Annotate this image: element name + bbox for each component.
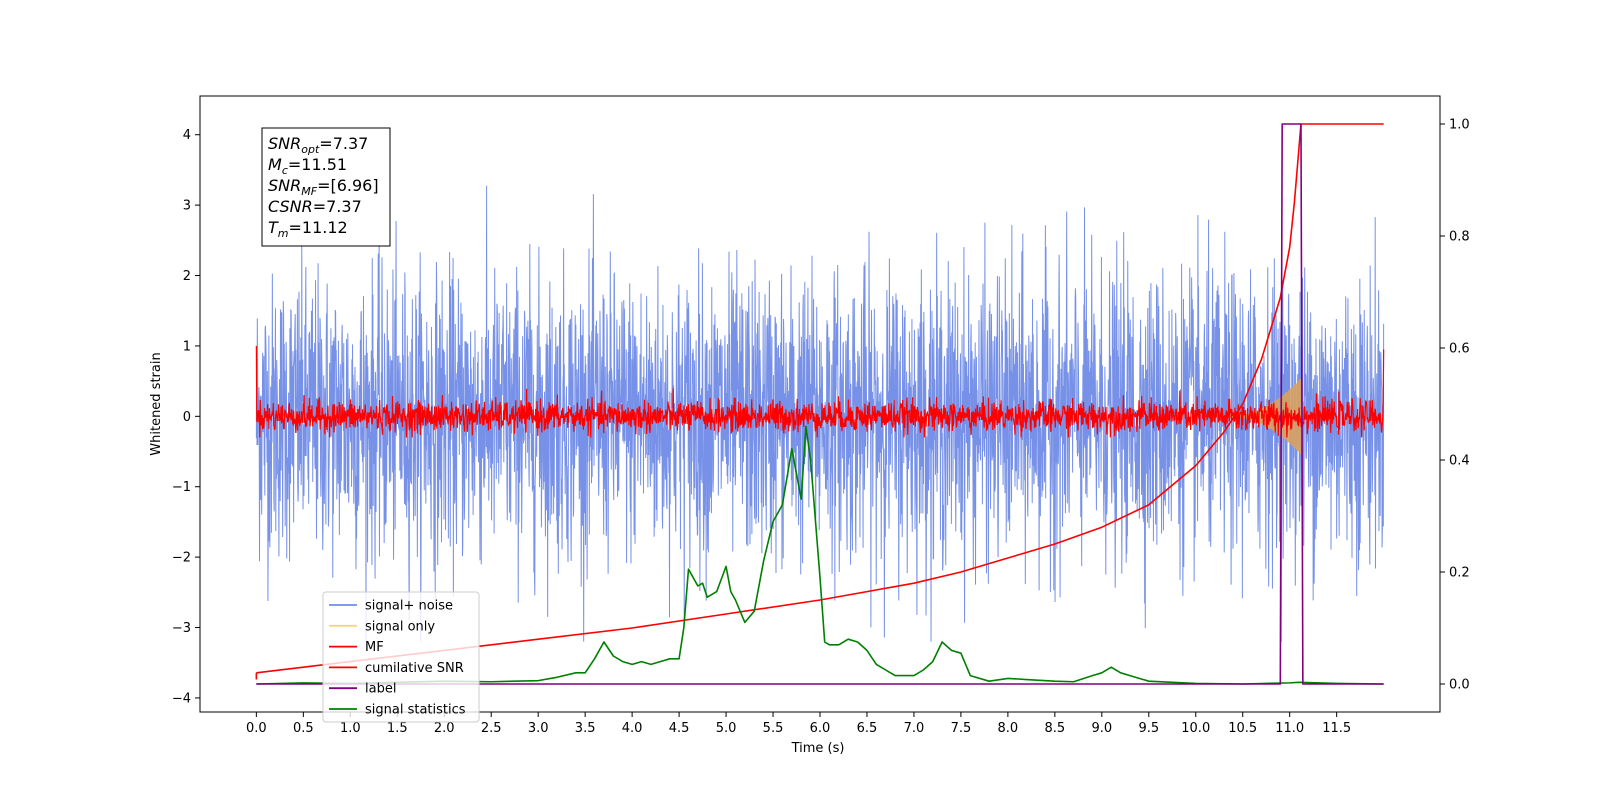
x-tick-label: 10.0 <box>1181 721 1210 736</box>
y-tick-label: 3 <box>183 199 191 214</box>
legend-label: signal only <box>365 619 435 634</box>
series-signal-noise <box>255 185 1385 642</box>
series-signal-statistics <box>256 425 1384 685</box>
y-tick-label: −1 <box>172 480 191 495</box>
y-tick-label: 1 <box>183 339 191 354</box>
y2-tick-label: 0.6 <box>1449 342 1470 357</box>
x-tick-label: 0.5 <box>293 721 314 736</box>
y-axis-right: 0.0 0.2 0.4 0.6 0.8 1.0 <box>1440 118 1470 693</box>
legend-label: MF <box>365 640 384 655</box>
x-tick-label: 11.0 <box>1275 721 1304 736</box>
annotation-box: SNRopt=7.37Mc=11.51SNRMF=[6.96]CSNR=7.37… <box>261 127 391 247</box>
x-tick-label: 5.0 <box>716 721 737 736</box>
x-tick-label: 1.5 <box>387 721 408 736</box>
y-tick-label: −3 <box>172 621 191 636</box>
x-axis-label: Time (s) <box>791 741 845 756</box>
x-tick-label: 4.5 <box>669 721 690 736</box>
annotation-line: CSNR=7.37 <box>268 197 362 216</box>
x-tick-label: 7.0 <box>904 721 925 736</box>
y-tick-label: −4 <box>172 691 191 706</box>
y2-tick-label: 0.2 <box>1449 566 1470 581</box>
annotation-line: SNRopt=7.37 <box>268 134 368 156</box>
legend-label: signal statistics <box>365 703 466 718</box>
x-tick-label: 7.5 <box>951 721 972 736</box>
x-tick-label: 9.5 <box>1138 721 1159 736</box>
x-tick-label: 8.0 <box>998 721 1019 736</box>
x-tick-label: 3.0 <box>528 721 549 736</box>
x-tick-label: 6.0 <box>810 721 831 736</box>
y-tick-label: 4 <box>183 128 191 143</box>
x-tick-label: 3.5 <box>575 721 596 736</box>
x-tick-label: 10.5 <box>1228 721 1257 736</box>
annotation-line: Tm=11.12 <box>268 218 348 240</box>
y-tick-label: 2 <box>183 269 191 284</box>
legend: signal+ noise signal only MF cumilative SNR… <box>322 591 480 723</box>
series-cumulative-snr <box>256 123 1384 674</box>
y-axis-label: Whitened strain <box>149 352 164 455</box>
annotation-frame <box>261 127 391 247</box>
x-tick-label: 6.5 <box>857 721 878 736</box>
annotation-line: Mc=11.51 <box>268 155 347 177</box>
x-tick-label: 5.5 <box>763 721 784 736</box>
legend-label: label <box>365 682 396 697</box>
legend-frame <box>322 591 480 723</box>
x-tick-label: 1.0 <box>340 721 361 736</box>
series-mf <box>255 345 1385 438</box>
x-tick-label: 4.0 <box>622 721 643 736</box>
x-tick-label: 11.5 <box>1322 721 1351 736</box>
legend-label: cumilative SNR <box>365 661 464 676</box>
x-tick-label: 0.0 <box>246 721 267 736</box>
series-label <box>256 123 1384 685</box>
y2-tick-label: 0.4 <box>1449 454 1470 469</box>
x-tick-label: 2.0 <box>434 721 455 736</box>
y2-tick-label: 1.0 <box>1449 118 1470 133</box>
x-tick-label: 8.5 <box>1045 721 1066 736</box>
y-tick-label: −2 <box>172 551 191 566</box>
y2-tick-label: 0.8 <box>1449 230 1470 245</box>
legend-label: signal+ noise <box>365 599 453 614</box>
y2-tick-label: 0.0 <box>1449 678 1470 693</box>
series-layer <box>255 123 1385 685</box>
x-tick-label: 2.5 <box>481 721 502 736</box>
x-tick-label: 9.0 <box>1091 721 1112 736</box>
annotation-line: SNRMF=[6.96] <box>268 176 379 198</box>
y-tick-label: 0 <box>183 410 191 425</box>
y-axis-left: −4 −3 −2 −1 0 1 2 3 4 <box>172 128 200 706</box>
x-axis: 0.0 0.5 1.0 1.5 2.0 2.5 3.0 3.5 4.0 4.5 5.0 5.5 6.0 6… <box>246 712 1351 736</box>
